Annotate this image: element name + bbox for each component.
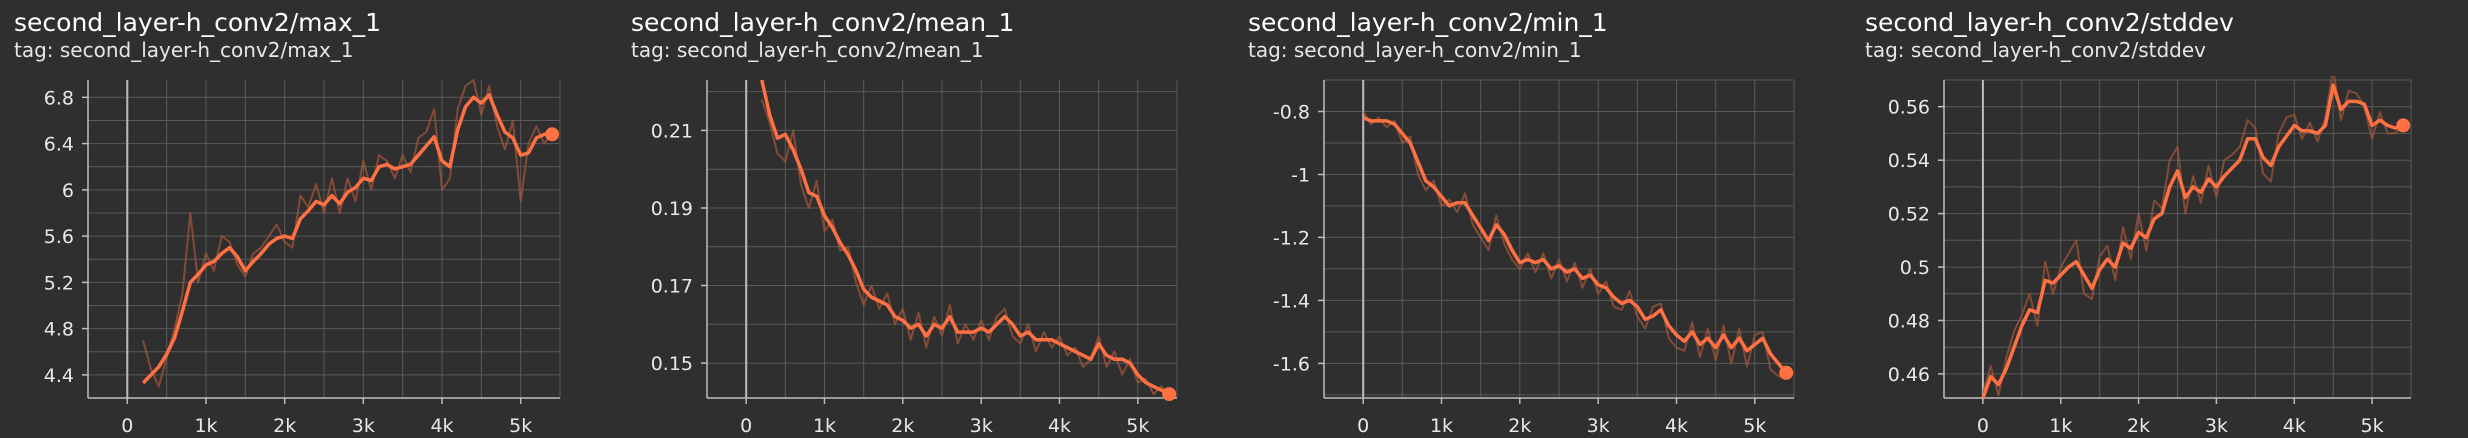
chart-panel-stddev: second_layer-h_conv2/stddev tag: second_… — [1851, 0, 2468, 438]
last-value-marker — [545, 127, 560, 142]
y-tick-label: 0.19 — [651, 198, 693, 220]
y-tick-label: 0.48 — [1888, 311, 1930, 333]
x-tick-label: 4k — [2283, 415, 2306, 437]
x-tick-label: 1k — [2049, 415, 2072, 437]
chart-title: second_layer-h_conv2/stddev — [1865, 8, 2234, 37]
chart-title: second_layer-h_conv2/max_1 — [14, 8, 382, 37]
y-tick-label: 5.2 — [44, 272, 74, 294]
series-line-smoothed — [1981, 83, 2404, 398]
x-tick-label: 3k — [970, 415, 993, 437]
y-tick-label: 0.21 — [651, 120, 693, 142]
line-chart-stddev[interactable]: 0.46 0.48 0.5 0.52 0.54 0.56 0 1k 2k 3k 4k 5k — [1851, 0, 2468, 438]
x-tick-label: 5k — [509, 415, 532, 437]
y-tick-label: -1.4 — [1273, 290, 1310, 312]
chart-tag: tag: second_layer-h_conv2/min_1 — [1248, 38, 1582, 62]
last-value-marker — [1162, 387, 1177, 402]
line-chart-mean[interactable]: 0.15 0.17 0.19 0.21 0 1k 2k 3k 4k 5k — [617, 0, 1234, 438]
series-line-raw — [1981, 76, 2405, 397]
x-tick-label: 0 — [740, 415, 752, 437]
x-tick-label: 2k — [1508, 415, 1531, 437]
y-tick-label: 4.8 — [44, 319, 74, 341]
y-tick-label: 4.4 — [44, 365, 74, 387]
series-line-smoothed — [760, 79, 1170, 396]
x-tick-label: 4k — [430, 415, 453, 437]
series-line-raw — [142, 79, 553, 388]
last-value-marker — [1779, 365, 1794, 380]
x-tick-label: 0 — [121, 415, 133, 437]
line-chart-min[interactable]: -1.6 -1.4 -1.2 -1 -0.8 0 1k 2k 3k 4k 5k — [1234, 0, 1851, 438]
x-tick-label: 4k — [1048, 415, 1071, 437]
last-value-marker — [2396, 118, 2411, 133]
y-tick-label: 0.17 — [651, 276, 693, 298]
series-line-raw — [1362, 110, 1787, 381]
x-tick-label: 0 — [1977, 415, 1989, 437]
x-tick-label: 4k — [1665, 415, 1688, 437]
y-tick-label: 6.8 — [44, 87, 74, 109]
x-tick-label: 2k — [891, 415, 914, 437]
chart-tag: tag: second_layer-h_conv2/max_1 — [14, 38, 354, 62]
series-line-smoothed — [141, 93, 553, 385]
y-tick-label: -0.8 — [1273, 102, 1310, 124]
y-tick-label: 0.46 — [1888, 364, 1930, 386]
chart-panel-mean: second_layer-h_conv2/mean_1 tag: second_… — [617, 0, 1234, 438]
chart-panel-min: second_layer-h_conv2/min_1 tag: second_l… — [1234, 0, 1851, 438]
chart-title: second_layer-h_conv2/min_1 — [1248, 8, 1608, 37]
chart-tag: tag: second_layer-h_conv2/mean_1 — [631, 38, 984, 62]
chart-panel-max: second_layer-h_conv2/max_1 tag: second_l… — [0, 0, 617, 438]
y-tick-label: 6 — [62, 180, 74, 202]
x-tick-label: 2k — [2127, 415, 2150, 437]
x-tick-label: 3k — [352, 415, 375, 437]
y-tick-label: 5.6 — [44, 226, 74, 248]
y-tick-label: 0.54 — [1888, 150, 1930, 172]
x-tick-label: 3k — [2205, 415, 2228, 437]
y-tick-label: 0.15 — [651, 353, 693, 375]
x-tick-label: 3k — [1587, 415, 1610, 437]
y-tick-label: 0.5 — [1900, 257, 1930, 279]
y-tick-label: -1 — [1291, 165, 1310, 187]
y-tick-label: 0.52 — [1888, 204, 1930, 226]
x-tick-label: 1k — [194, 415, 217, 437]
x-tick-label: 1k — [813, 415, 836, 437]
x-tick-label: 5k — [2361, 415, 2384, 437]
y-tick-label: 0.56 — [1888, 97, 1930, 119]
y-tick-label: -1.6 — [1273, 353, 1310, 375]
chart-title: second_layer-h_conv2/mean_1 — [631, 8, 1015, 37]
line-chart-max[interactable]: 4.4 4.8 5.2 5.6 6 6.4 6.8 0 1k 2k 3k 4k 5k — [0, 0, 617, 438]
x-tick-label: 2k — [273, 415, 296, 437]
x-tick-label: 0 — [1357, 415, 1369, 437]
y-tick-label: 6.4 — [44, 134, 74, 156]
series-line-smoothed — [1362, 116, 1788, 374]
x-tick-label: 5k — [1126, 415, 1149, 437]
x-tick-label: 5k — [1743, 415, 1766, 437]
chart-tag: tag: second_layer-h_conv2/stddev — [1865, 38, 2207, 62]
x-tick-label: 1k — [1430, 415, 1453, 437]
y-tick-label: -1.2 — [1273, 227, 1310, 249]
